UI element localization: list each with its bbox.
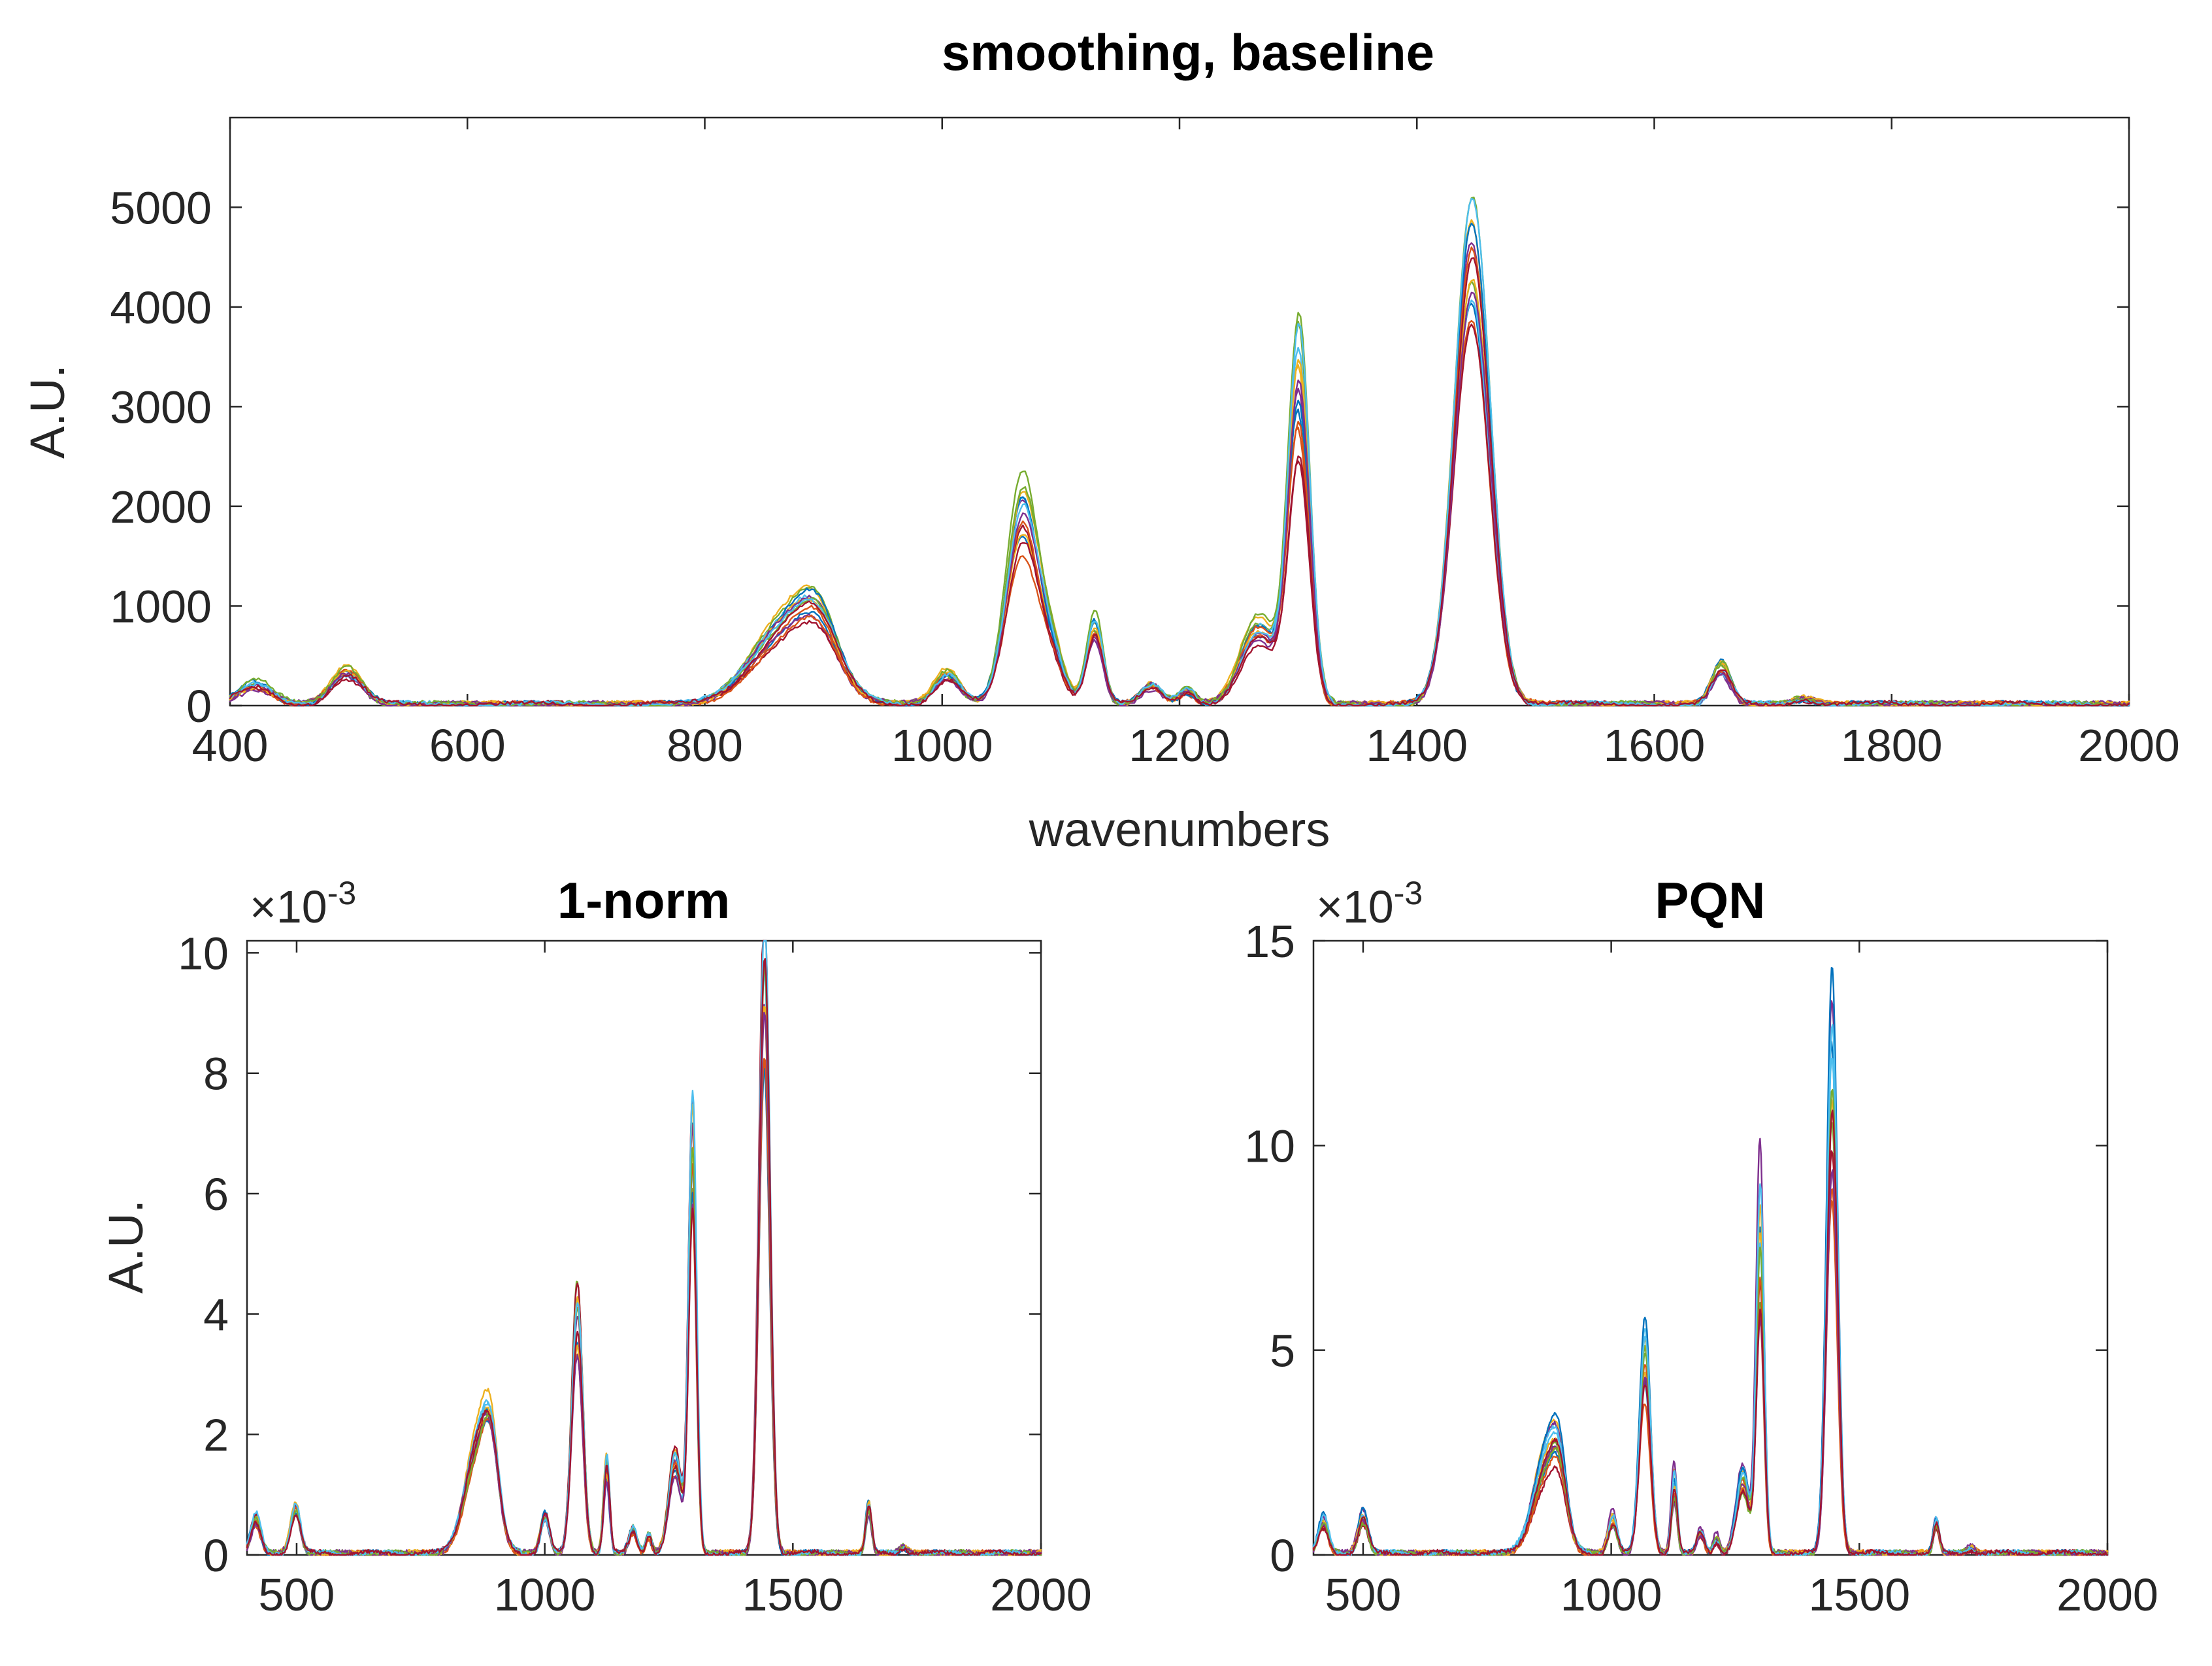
- x-tick-label-top: 1400: [1366, 720, 1468, 771]
- x-tick-label-top: 1000: [891, 720, 993, 771]
- series-line-top-2: [229, 319, 2130, 707]
- series-line-1-norm-5: [246, 960, 1042, 1556]
- x-tick-label-1-norm: 1000: [494, 1569, 596, 1620]
- y-tick-label-1-norm: 10: [178, 928, 229, 979]
- series-line-top-13: [229, 197, 2130, 707]
- plot-frame-top: [229, 116, 2130, 707]
- y-tick-label-pqn: 0: [1270, 1530, 1295, 1581]
- tick-group-pqn: 500 1000 1500 2000 0 5 10 15: [1244, 916, 2158, 1620]
- chart-title-1-norm: 1-norm: [557, 872, 730, 929]
- chart-panel-pqn: PQN ×10-3 500 1000 1500 2000 0 5 10 15: [1244, 872, 2158, 1620]
- y-exponent-1-norm: ×10-3: [250, 875, 356, 932]
- series-line-top-7: [229, 323, 2130, 707]
- y-tick-label-top: 3000: [110, 382, 212, 433]
- series-group-1-norm: [246, 939, 1042, 1556]
- y-tick-label-pqn: 5: [1270, 1326, 1295, 1377]
- y-axis-label-top: A.U.: [20, 365, 74, 459]
- x-tick-label-pqn: 500: [1325, 1569, 1402, 1620]
- x-tick-label-1-norm: 1500: [742, 1569, 844, 1620]
- series-line-1-norm-12: [246, 966, 1042, 1556]
- y-tick-label-top: 1000: [110, 581, 212, 632]
- series-line-top-9: [229, 246, 2130, 707]
- series-line-pqn-8: [1312, 967, 2109, 1556]
- y-tick-label-1-norm: 2: [203, 1410, 229, 1461]
- series-line-1-norm-3: [246, 1005, 1042, 1556]
- series-line-pqn-13: [1312, 1024, 2109, 1556]
- series-line-pqn-12: [1312, 1088, 2109, 1556]
- series-group-pqn: [1312, 967, 2109, 1556]
- series-line-top-1: [229, 302, 2130, 707]
- x-tick-label-top: 1600: [1604, 720, 1706, 771]
- tick-group-top: 400 600 800 1000 1200 1400 1600 1800 2000 0 1000 20…: [110, 118, 2180, 771]
- series-line-pqn-2: [1312, 1200, 2109, 1556]
- x-tick-label-pqn: 1000: [1560, 1569, 1662, 1620]
- chart-panel-1-norm: 1-norm ×10-3 500 1000 1500 2000 0 2 4 6 8 10 A.U.: [99, 872, 1092, 1620]
- series-line-1-norm-2: [246, 1061, 1042, 1556]
- series-line-pqn-4: [1312, 1000, 2109, 1556]
- series-line-pqn-14: [1312, 1109, 2109, 1556]
- x-axis-label-top: wavenumbers: [1029, 802, 1330, 857]
- series-line-top-11: [229, 291, 2130, 707]
- series-line-top-12: [229, 196, 2130, 707]
- series-group-top: [229, 196, 2130, 707]
- y-tick-label-top: 0: [186, 681, 212, 732]
- series-line-top-3: [229, 219, 2130, 707]
- tick-group-1-norm: 500 1000 1500 2000 0 2 4 6 8 10: [178, 928, 1092, 1620]
- x-tick-label-top: 1800: [1841, 720, 1943, 771]
- series-line-1-norm-4: [246, 1004, 1042, 1556]
- series-line-top-8: [229, 222, 2130, 707]
- series-line-pqn-10: [1312, 1111, 2109, 1556]
- chart-panel-top: smoothing, baseline 400 600 800 1000 1200 140…: [20, 24, 2180, 857]
- series-line-1-norm-9: [246, 1058, 1042, 1556]
- y-axis-label-1-norm: A.U.: [99, 1200, 153, 1294]
- series-line-pqn-3: [1312, 1098, 2109, 1556]
- series-line-pqn-9: [1312, 1188, 2109, 1556]
- x-tick-label-top: 600: [429, 720, 506, 771]
- series-line-1-norm-8: [246, 1068, 1042, 1556]
- y-tick-label-pqn: 15: [1244, 916, 1295, 967]
- x-tick-label-top: 800: [667, 720, 743, 771]
- series-line-top-5: [229, 280, 2130, 707]
- x-tick-label-top: 2000: [2078, 720, 2180, 771]
- y-tick-label-pqn: 10: [1244, 1120, 1295, 1171]
- y-tick-label-top: 5000: [110, 182, 212, 233]
- x-tick-label-top: 400: [192, 720, 269, 771]
- chart-title-top: smoothing, baseline: [942, 24, 1434, 81]
- series-line-pqn-7: [1312, 1150, 2109, 1556]
- y-tick-label-top: 4000: [110, 282, 212, 333]
- series-line-pqn-11: [1312, 1169, 2109, 1556]
- plot-frame-1-norm: [246, 939, 1042, 1556]
- x-tick-label-pqn: 1500: [1808, 1569, 1910, 1620]
- series-line-1-norm-14: [246, 958, 1042, 1556]
- series-line-pqn-6: [1312, 1058, 2109, 1556]
- series-line-pqn-5: [1312, 1121, 2109, 1556]
- x-tick-label-pqn: 2000: [2056, 1569, 2158, 1620]
- y-exponent-value-pqn: -3: [1394, 875, 1423, 911]
- series-line-top-14: [229, 257, 2130, 707]
- series-line-top-4: [229, 242, 2130, 707]
- y-tick-label-1-norm: 4: [203, 1289, 229, 1340]
- series-line-1-norm-11: [246, 1011, 1042, 1556]
- x-tick-label-top: 1200: [1129, 720, 1230, 771]
- chart-title-pqn: PQN: [1655, 872, 1765, 929]
- series-line-top-6: [229, 299, 2130, 707]
- x-tick-label-1-norm: 2000: [990, 1569, 1092, 1620]
- series-line-1-norm-6: [246, 973, 1042, 1556]
- series-line-1-norm-7: [246, 939, 1042, 1556]
- series-line-1-norm-1: [246, 1069, 1042, 1556]
- series-line-top-10: [229, 278, 2130, 707]
- series-line-pqn-1: [1312, 1041, 2109, 1556]
- series-line-1-norm-10: [246, 1005, 1042, 1556]
- y-tick-label-top: 2000: [110, 482, 212, 532]
- y-tick-label-1-norm: 0: [203, 1530, 229, 1581]
- y-tick-label-1-norm: 8: [203, 1049, 229, 1100]
- x-tick-label-1-norm: 500: [259, 1569, 335, 1620]
- y-tick-label-1-norm: 6: [203, 1169, 229, 1220]
- series-line-1-norm-13: [246, 939, 1042, 1556]
- plot-frame-pqn: [1312, 939, 2109, 1556]
- y-exponent-pqn: ×10-3: [1316, 875, 1423, 932]
- y-exponent-value-1-norm: -3: [327, 875, 356, 911]
